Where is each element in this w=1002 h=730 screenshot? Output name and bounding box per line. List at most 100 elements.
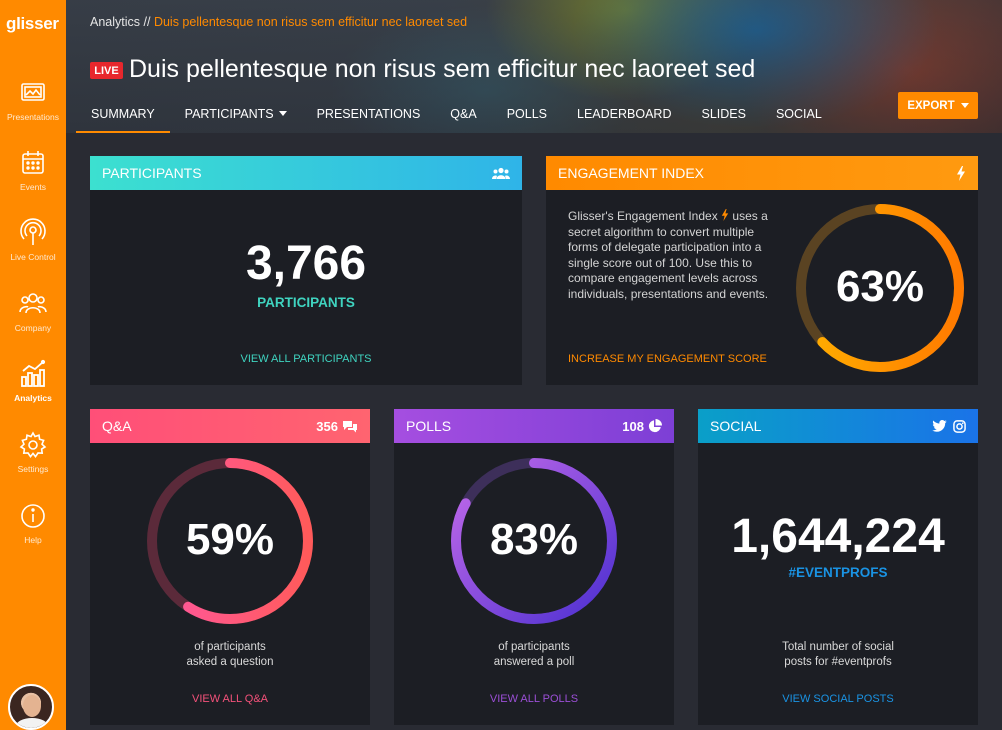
breadcrumb-root[interactable]: Analytics (90, 15, 141, 29)
gauge-fill (147, 458, 313, 624)
sidebar-item-events[interactable]: Events (0, 148, 66, 210)
tab-label: Q&A (450, 107, 477, 121)
page-header: Analytics // Duis pellentesque non risus… (66, 0, 1002, 133)
social-card: SOCIAL 1,644,224 #EVENTPROFS Total numbe… (698, 409, 978, 725)
tab-presentations[interactable]: PRESENTATIONS (302, 104, 436, 133)
chat-icon (343, 420, 357, 432)
people-icon (492, 167, 510, 179)
tab-bar: SUMMARY PARTICIPANTS PRESENTATIONS Q&A P… (76, 104, 837, 133)
sidebar-item-label: Events (20, 182, 46, 192)
qa-caption-line1: of participants (194, 641, 266, 653)
tab-summary[interactable]: SUMMARY (76, 104, 170, 133)
participants-count: 3,766 (245, 237, 367, 290)
view-social-posts-link[interactable]: VIEW SOCIAL POSTS (782, 693, 894, 705)
qa-card-header: Q&A 356 (90, 409, 370, 443)
engagement-description-start: Glisser's Engagement Index (568, 209, 718, 223)
presentations-icon (21, 83, 45, 101)
tab-social[interactable]: SOCIAL (761, 104, 837, 133)
tab-label: SUMMARY (91, 107, 155, 121)
lightning-icon (721, 209, 729, 221)
tab-leaderboard[interactable]: LEADERBOARD (562, 104, 686, 133)
engagement-score: 63% (835, 262, 925, 311)
twitter-icon[interactable] (932, 420, 947, 432)
participants-card-header-right (488, 167, 510, 180)
polls-card: POLLS 108 83% of participants answered a… (394, 409, 674, 725)
sidebar-item-label: Analytics (14, 393, 52, 403)
qa-caption-line2: asked a question (186, 656, 274, 668)
polls-percent: 83% (489, 515, 579, 564)
sidebar-item-label: Company (14, 323, 52, 333)
sidebar-item-live-control[interactable]: Live Control (0, 218, 66, 280)
qa-count: 356 (316, 418, 338, 434)
gauge-fill (796, 204, 964, 372)
view-all-polls-link[interactable]: VIEW ALL POLLS (489, 693, 579, 705)
instagram-icon[interactable] (953, 419, 966, 433)
breadcrumb-separator: // (143, 15, 151, 29)
engagement-description: Glisser's Engagement Index uses a secret… (568, 209, 770, 302)
sidebar-item-presentations[interactable]: Presentations (0, 78, 66, 140)
tab-polls[interactable]: POLLS (492, 104, 562, 133)
card-title: SOCIAL (710, 418, 762, 434)
participants-label: PARTICIPANTS (257, 295, 355, 310)
app-logo[interactable]: glisser (6, 14, 59, 33)
qa-gauge (147, 458, 313, 624)
social-count: 1,644,224 (731, 510, 945, 563)
card-title: PARTICIPANTS (102, 165, 202, 181)
tab-participants[interactable]: PARTICIPANTS (170, 104, 302, 133)
view-all-participants-link[interactable]: VIEW ALL PARTICIPANTS (240, 353, 372, 365)
lightning-icon (957, 165, 965, 181)
export-button[interactable]: EXPORT (898, 92, 978, 119)
page-title: Duis pellentesque non risus sem efficitu… (129, 55, 756, 83)
tab-label: PRESENTATIONS (316, 107, 421, 121)
tab-label: SOCIAL (775, 107, 822, 121)
chevron-down-icon (960, 103, 969, 108)
card-title: ENGAGEMENT INDEX (558, 165, 704, 181)
engagement-card: ENGAGEMENT INDEX Glisser's Engagement In… (546, 156, 978, 385)
polls-caption: of participants answered a poll (394, 640, 674, 670)
breadcrumb-current: Duis pellentesque non risus sem efficitu… (153, 15, 468, 29)
chevron-down-icon (278, 111, 287, 116)
sidebar-item-label: Help (24, 535, 42, 545)
gear-icon (19, 431, 47, 458)
tab-label: POLLS (506, 107, 548, 121)
engagement-card-header-right (952, 165, 966, 181)
pie-chart-icon (648, 419, 662, 433)
tab-label: PARTICIPANTS (184, 107, 274, 121)
engagement-card-header: ENGAGEMENT INDEX (546, 156, 978, 190)
card-title: Q&A (102, 418, 132, 434)
engagement-gauge (796, 204, 964, 372)
social-card-header: SOCIAL (698, 409, 978, 443)
calendar-icon (22, 151, 44, 174)
sidebar-item-company[interactable]: Company (0, 289, 66, 351)
polls-card-header-right: 108 (622, 419, 662, 434)
sidebar-item-settings[interactable]: Settings (0, 430, 66, 492)
avatar[interactable] (8, 684, 54, 730)
social-caption-line2: posts for #eventprofs (784, 656, 892, 668)
polls-caption-line2: answered a poll (493, 656, 575, 668)
social-caption: Total number of social posts for #eventp… (698, 640, 978, 670)
tab-qa[interactable]: Q&A (435, 104, 491, 133)
sidebar-item-label: Settings (17, 464, 49, 474)
avatar-shirt (16, 718, 48, 728)
polls-card-header: POLLS 108 (394, 409, 674, 443)
qa-percent: 59% (185, 515, 275, 564)
engagement-description-end: uses a secret algorithm to convert multi… (568, 209, 769, 301)
live-badge: LIVE (90, 62, 123, 79)
sidebar-item-analytics[interactable]: Analytics (0, 359, 66, 421)
tab-label: LEADERBOARD (577, 107, 672, 121)
export-label: EXPORT (907, 99, 955, 112)
polls-gauge (451, 458, 617, 624)
sidebar: glisser Presentations Events Live Contro… (0, 0, 66, 730)
sidebar-item-label: Live Control (10, 252, 56, 262)
social-caption-line1: Total number of social (782, 641, 894, 653)
tab-slides[interactable]: SLIDES (687, 104, 761, 133)
live-control-icon (20, 218, 46, 245)
sidebar-item-help[interactable]: Help (0, 501, 66, 563)
view-all-qa-link[interactable]: VIEW ALL Q&A (191, 693, 268, 705)
qa-card: Q&A 356 59% of participants asked a ques… (90, 409, 370, 725)
header-overlay (66, 0, 1002, 133)
info-icon (21, 504, 45, 528)
qa-caption: of participants asked a question (90, 640, 370, 670)
card-title: POLLS (406, 418, 452, 434)
increase-engagement-link[interactable]: INCREASE MY ENGAGEMENT SCORE (568, 353, 767, 365)
